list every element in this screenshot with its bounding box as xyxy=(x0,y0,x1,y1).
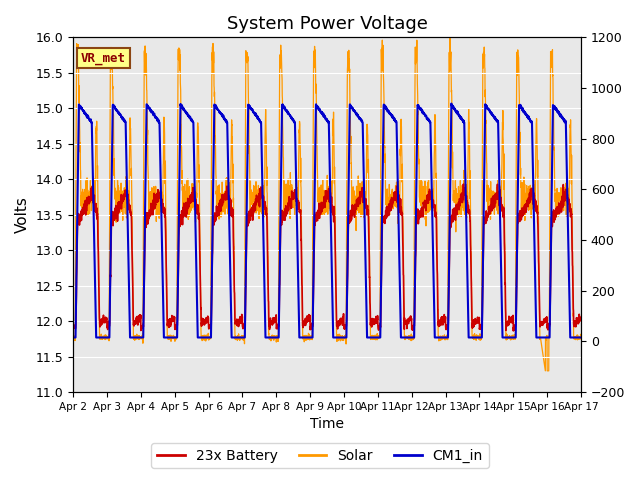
Text: VR_met: VR_met xyxy=(81,51,126,64)
Y-axis label: Volts: Volts xyxy=(15,196,30,233)
Legend: 23x Battery, Solar, CM1_in: 23x Battery, Solar, CM1_in xyxy=(152,443,488,468)
Title: System Power Voltage: System Power Voltage xyxy=(227,15,428,33)
X-axis label: Time: Time xyxy=(310,418,344,432)
